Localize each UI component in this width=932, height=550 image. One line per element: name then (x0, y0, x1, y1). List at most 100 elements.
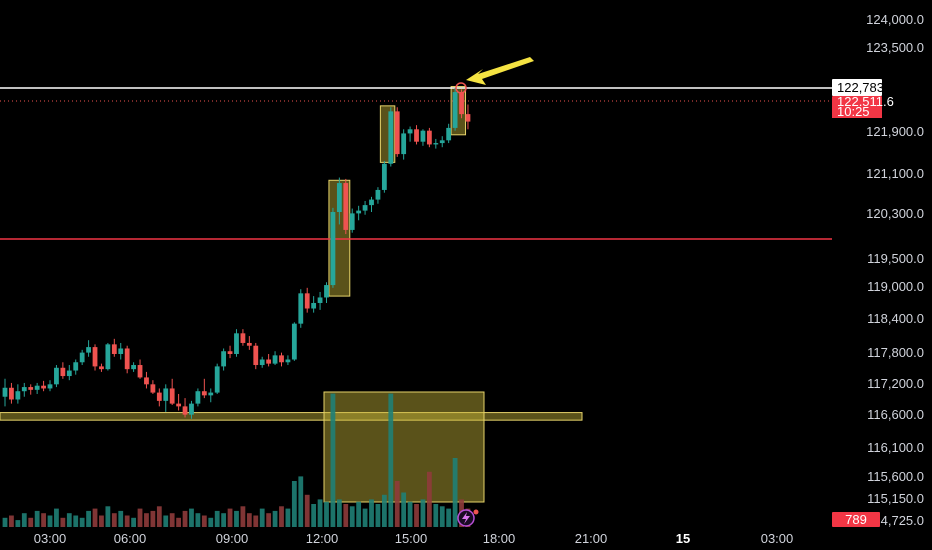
candle-body (201, 391, 207, 396)
candle-body (176, 403, 182, 407)
volume-bar (407, 501, 413, 527)
volume-bar (111, 513, 117, 527)
candle-body (234, 333, 239, 354)
volume-bar (414, 504, 419, 527)
price-axis[interactable]: 124,000.0 123,500.0 121,900.0 121,100.0 120,… (866, 12, 924, 528)
candle-body (465, 114, 471, 122)
candle-body (9, 387, 14, 400)
candle-body (272, 355, 278, 364)
volume-bar (54, 508, 59, 527)
candle-body (304, 293, 310, 309)
volume-tag-label: 789 (845, 512, 867, 527)
volume-bar (137, 508, 143, 527)
candle-body (381, 163, 387, 190)
y-tick-label: 121,900.0 (866, 124, 924, 139)
volume-bar (401, 492, 407, 527)
x-tick-label: 06:00 (114, 531, 147, 546)
volume-bar (182, 510, 188, 527)
volume-bar (41, 513, 46, 527)
volume-bar (446, 508, 452, 527)
volume-bar (279, 506, 284, 527)
candle-body (388, 111, 394, 164)
last-price-tag-label: 122,511.6 (837, 94, 894, 109)
volume-bar (208, 517, 214, 527)
candle-body (15, 391, 21, 400)
resistance-tag (832, 79, 882, 96)
candle-body (246, 342, 252, 346)
volume-bar (356, 501, 362, 527)
candle-body (240, 333, 246, 343)
lightning-bolt (462, 512, 470, 524)
volume-bar (221, 513, 227, 527)
y-tick-label: 124,000.0 (866, 12, 924, 27)
candle-body (375, 189, 381, 200)
volume-bar (285, 508, 291, 527)
candle-body (92, 347, 98, 367)
candle-body (150, 384, 156, 393)
volume-bar (118, 510, 124, 527)
volume-bar (311, 504, 317, 527)
resistance-tag-label: 122,783.7 (837, 80, 895, 95)
volume-bar (73, 515, 79, 527)
volume-bar (304, 494, 310, 527)
y-tick-label: 116,100.0 (867, 440, 924, 455)
volume-bar (330, 393, 336, 527)
candle-body (182, 406, 188, 415)
volume-bar (272, 510, 278, 527)
candle-body (266, 359, 272, 364)
y-tick-label: 120,300.0 (866, 206, 924, 221)
volume-bar (124, 515, 130, 527)
candle-body (66, 370, 72, 377)
x-tick-label: 15:00 (395, 531, 428, 546)
volume-layer (2, 393, 471, 527)
volume-bar (369, 499, 374, 527)
volume-bar (34, 510, 40, 527)
volume-bar (266, 513, 272, 527)
support-zone (0, 412, 583, 421)
levels-layer (0, 87, 832, 240)
volume-bar (169, 513, 175, 527)
candle-body (144, 377, 149, 385)
candle-body (227, 351, 233, 354)
candle-body (459, 92, 464, 115)
candle-body (259, 359, 265, 366)
volume-bar (66, 513, 72, 527)
volume-bar (439, 506, 445, 527)
y-tick-label: 121,100.0 (866, 166, 924, 181)
x-tick-label: 03:00 (761, 531, 794, 546)
candle-body (221, 351, 227, 367)
candle-body (349, 213, 355, 230)
volume-bar (144, 513, 149, 527)
candle-body (137, 365, 143, 378)
candle-body (426, 130, 432, 145)
volume-bar (433, 504, 439, 527)
alert-dot (473, 509, 479, 515)
countdown-label: 10:25 (837, 104, 870, 119)
volume-bar (343, 504, 349, 527)
volume-bar (105, 506, 111, 527)
volume-bar (298, 476, 304, 527)
volume-bar (240, 506, 246, 527)
time-axis[interactable]: 03:00 06:00 09:00 12:00 15:00 18:00 21:00 15 03:… (34, 531, 794, 546)
candle-body (369, 199, 374, 206)
candle-body (86, 347, 91, 353)
candle-body (60, 367, 66, 377)
volume-bar (92, 508, 98, 527)
y-tick-label: 115,150.0 (867, 491, 924, 506)
candle-body (253, 345, 259, 366)
x-tick-label: 12:00 (306, 531, 339, 546)
volume-bar (324, 501, 329, 527)
candle-body (433, 143, 439, 145)
arrow-icon (466, 57, 534, 85)
candle-body (34, 385, 40, 390)
volume-bar (99, 515, 104, 527)
volume-bar (381, 494, 387, 527)
volume-bar (452, 458, 458, 527)
volume-bar (317, 499, 323, 527)
x-tick-label: 09:00 (216, 531, 249, 546)
candle-body (420, 130, 426, 142)
candle-body (343, 183, 349, 230)
volume-bar (362, 508, 368, 527)
